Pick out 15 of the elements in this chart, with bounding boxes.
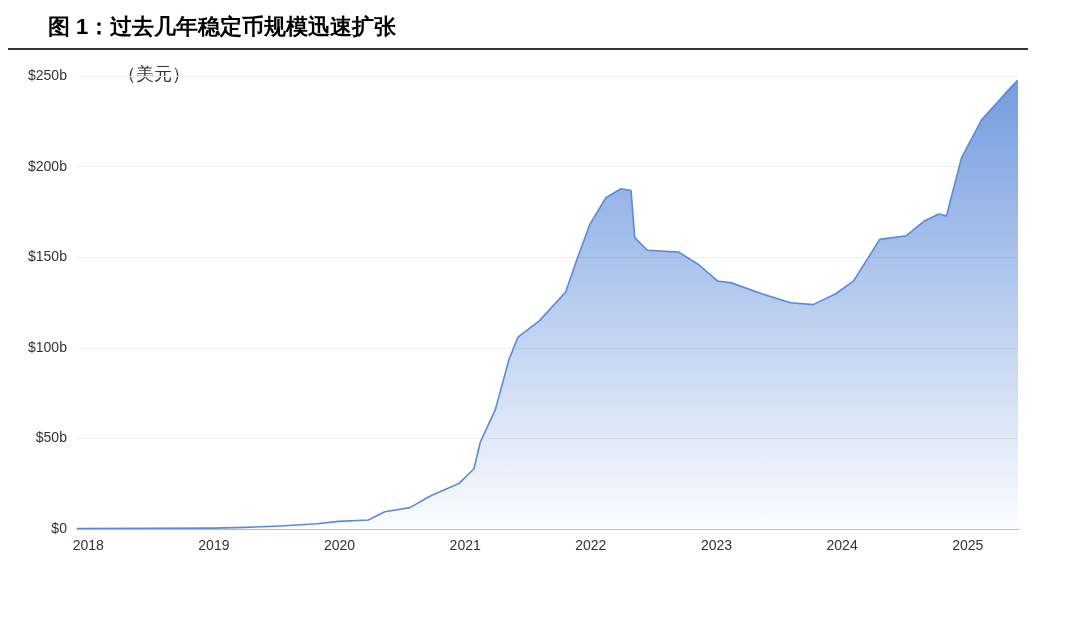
- x-tick-label: 2019: [198, 537, 230, 554]
- y-tick-label: $250b: [27, 67, 68, 84]
- x-tick-label: 2022: [575, 537, 607, 554]
- x-tick-label: 2018: [72, 537, 105, 554]
- chart-title: 图 1：过去几年稳定币规模迅速扩张: [8, 8, 1028, 50]
- y-tick-label: $100b: [27, 338, 68, 355]
- y-tick-label: $150b: [27, 248, 68, 265]
- x-tick-label: 2021: [449, 537, 481, 554]
- x-tick-label: 2020: [323, 537, 356, 554]
- x-tick-label: 2024: [826, 537, 858, 554]
- y-tick-label: $200b: [27, 157, 68, 174]
- y-tick-label: $0: [51, 520, 68, 537]
- y-tick-label: $50b: [35, 429, 68, 446]
- x-tick-label: 2023: [700, 537, 733, 554]
- x-tick-label: 2025: [952, 537, 984, 554]
